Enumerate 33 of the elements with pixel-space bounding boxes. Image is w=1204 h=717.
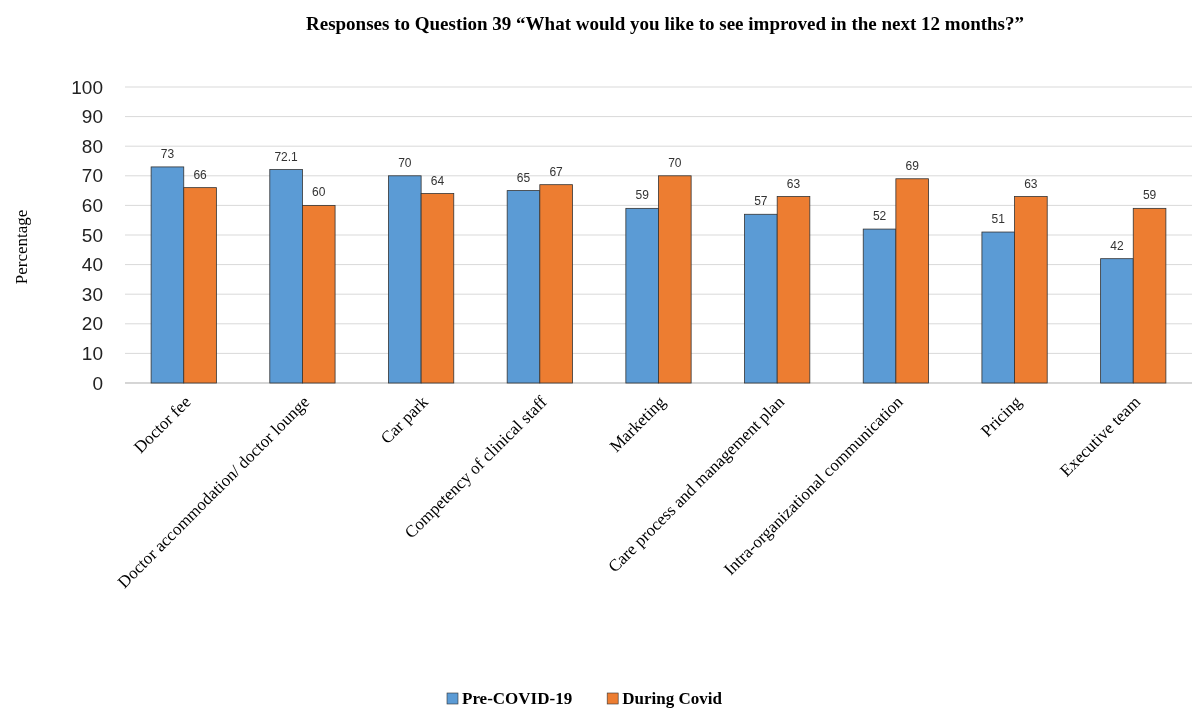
data-label: 60	[312, 185, 326, 200]
data-label: 63	[786, 176, 801, 191]
y-axis-title: Percentage	[12, 209, 31, 285]
y-tick-label: 90	[81, 106, 103, 128]
data-label: 69	[905, 158, 920, 173]
y-tick-label: 60	[81, 194, 103, 216]
data-label: 57	[754, 194, 768, 209]
data-label: 59	[1142, 188, 1157, 203]
data-label: 73	[160, 146, 175, 161]
data-label: 64	[430, 173, 445, 188]
legend-label: During Covid	[622, 689, 723, 708]
y-tick-label: 30	[81, 283, 103, 305]
data-label: 52	[872, 209, 887, 224]
y-tick-label: 70	[81, 165, 103, 187]
data-label: 70	[668, 155, 682, 170]
y-tick-label: 40	[81, 254, 103, 276]
y-tick-label: 100	[71, 76, 103, 98]
data-label: 51	[991, 212, 1006, 227]
data-label: 70	[398, 155, 412, 170]
y-tick-label: 10	[81, 342, 103, 364]
data-label: 42	[1110, 238, 1124, 253]
data-label: 66	[193, 167, 208, 182]
chart-title: Responses to Question 39 “What would you like to see improved in the next 12 months?”	[305, 13, 1025, 34]
data-label: 67	[549, 164, 564, 179]
y-tick-label: 20	[81, 313, 103, 335]
data-label: 59	[635, 188, 650, 203]
data-label: 65	[516, 170, 531, 185]
data-label: 63	[1024, 176, 1038, 191]
y-tick-label: 0	[92, 372, 103, 394]
data-label: 72.1	[274, 149, 299, 164]
legend-label: Pre-COVID-19	[462, 689, 573, 708]
y-tick-label: 80	[81, 135, 103, 157]
y-tick-label: 50	[81, 224, 103, 246]
